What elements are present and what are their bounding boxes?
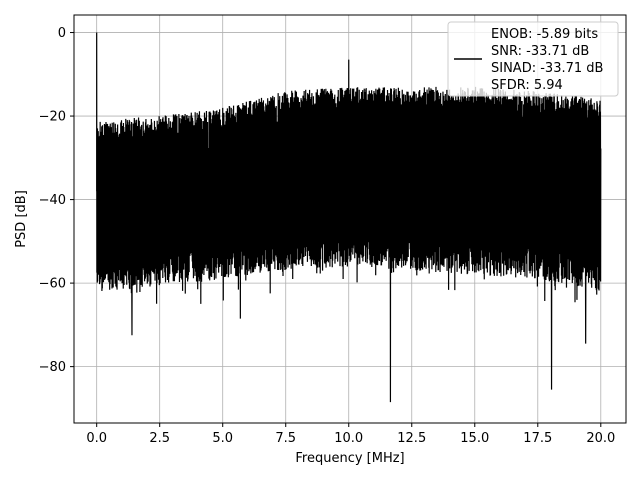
legend-box [447,21,619,97]
x-tick-label: 7.5 [275,431,296,446]
x-tick-label: 12.5 [397,431,426,446]
x-tick-label: 5.0 [212,431,233,446]
x-tick-label: 0.0 [86,431,107,446]
legend-line-sfdr: SFDR: 5.94 [491,78,563,93]
legend-line-sinad: SINAD: -33.71 dB [491,61,603,76]
y-tick-label: −20 [39,110,66,125]
plot-frame [73,14,627,424]
y-axis-ticks: 0 −20 −40 −60 −80 [39,26,74,375]
y-axis-label: PSD [dB] [14,190,29,248]
legend-line-snr: SNR: -33.71 dB [491,44,589,59]
x-tick-label: 20.0 [586,431,615,446]
x-tick-label: 17.5 [523,431,552,446]
y-tick-label: −40 [39,193,66,208]
y-tick-label: 0 [58,26,66,41]
x-axis-ticks: 0.0 2.5 5.0 7.5 10.0 12.5 15.0 17.5 20.0 [86,423,615,446]
x-tick-label: 2.5 [149,431,170,446]
legend: ENOB: -5.89 bits SNR: -33.71 dB SINAD: -… [447,21,619,97]
y-tick-label: −60 [39,277,66,292]
x-tick-label: 10.0 [334,431,363,446]
y-tick-label: −80 [39,360,66,375]
x-axis-label: Frequency [MHz] [295,451,404,466]
x-tick-label: 15.0 [460,431,489,446]
data-layer [96,32,602,403]
psd-series-line [96,32,602,403]
legend-line-enob: ENOB: -5.89 bits [491,27,598,42]
